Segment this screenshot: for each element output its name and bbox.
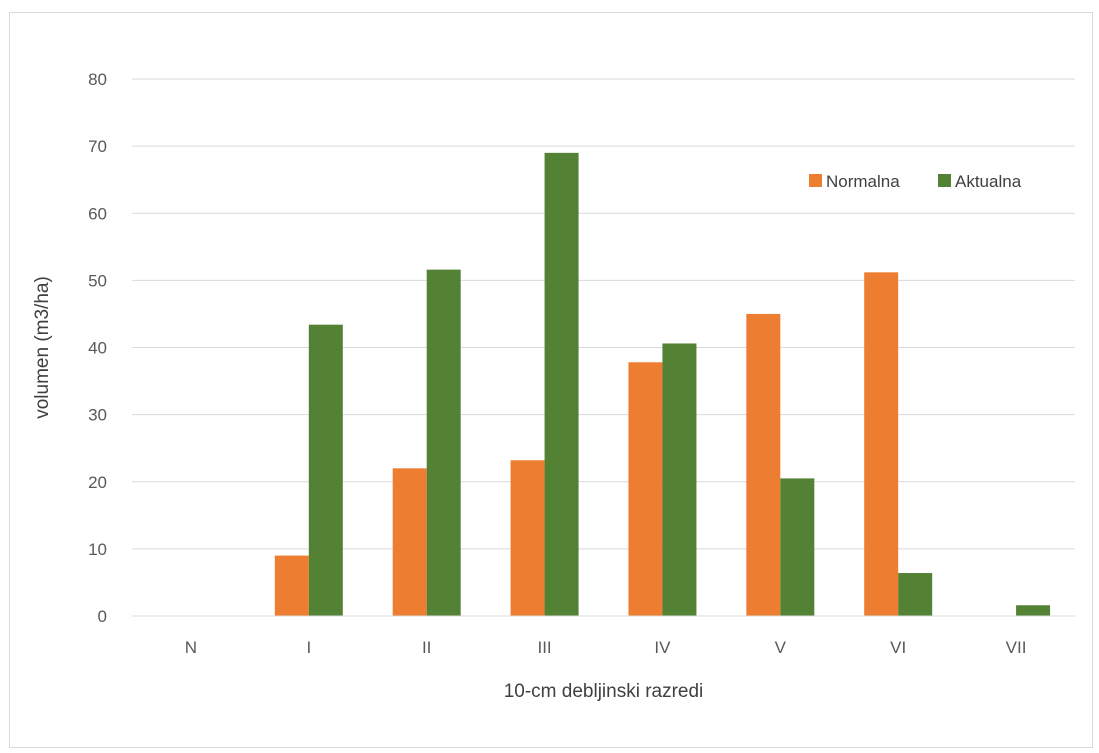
y-tick-label: 0 — [98, 607, 107, 626]
bar-aktualna-VII — [1016, 605, 1051, 616]
y-axis-ticks: 0 10 20 30 40 50 60 70 80 — [88, 70, 107, 626]
y-tick-label: 30 — [88, 406, 107, 425]
y-tick-label: 20 — [88, 473, 107, 492]
bar-normalna-IV — [628, 362, 663, 616]
x-tick-label: VII — [1006, 638, 1027, 657]
y-tick-label: 10 — [88, 540, 107, 559]
legend-label-normalna: Normalna — [826, 172, 900, 191]
legend-swatch-aktualna — [938, 174, 951, 187]
y-axis-title: volumen (m3/ha) — [32, 276, 53, 419]
bar-normalna-I — [274, 555, 309, 616]
x-axis-ticks: N I II III IV V VI VII — [185, 638, 1027, 657]
x-tick-label: III — [537, 638, 551, 657]
y-tick-label: 60 — [88, 204, 107, 223]
x-tick-label: II — [422, 638, 431, 657]
legend: Normalna Aktualna — [809, 172, 1022, 191]
x-tick-label: IV — [654, 638, 671, 657]
bar-aktualna-VI — [898, 573, 933, 616]
x-tick-label: I — [306, 638, 311, 657]
legend-swatch-normalna — [809, 174, 822, 187]
bar-normalna-II — [392, 468, 427, 616]
bar-aktualna-V — [780, 478, 815, 616]
legend-label-aktualna: Aktualna — [955, 172, 1022, 191]
bar-normalna-V — [746, 313, 781, 616]
bar-aktualna-II — [426, 269, 461, 616]
y-tick-label: 50 — [88, 271, 107, 290]
bars — [274, 152, 1051, 616]
y-tick-label: 40 — [88, 339, 107, 358]
bar-aktualna-I — [308, 324, 343, 616]
y-tick-label: 80 — [88, 70, 107, 89]
y-tick-label: 70 — [88, 137, 107, 156]
bar-aktualna-III — [544, 152, 579, 616]
bar-aktualna-IV — [662, 343, 697, 616]
bar-normalna-VI — [864, 272, 899, 616]
gridlines — [132, 78, 1075, 550]
x-tick-label: VI — [890, 638, 906, 657]
x-tick-label: N — [185, 638, 197, 657]
bar-normalna-III — [510, 460, 545, 616]
x-axis-title: 10-cm debljinski razredi — [504, 681, 704, 702]
x-tick-label: V — [775, 638, 787, 657]
